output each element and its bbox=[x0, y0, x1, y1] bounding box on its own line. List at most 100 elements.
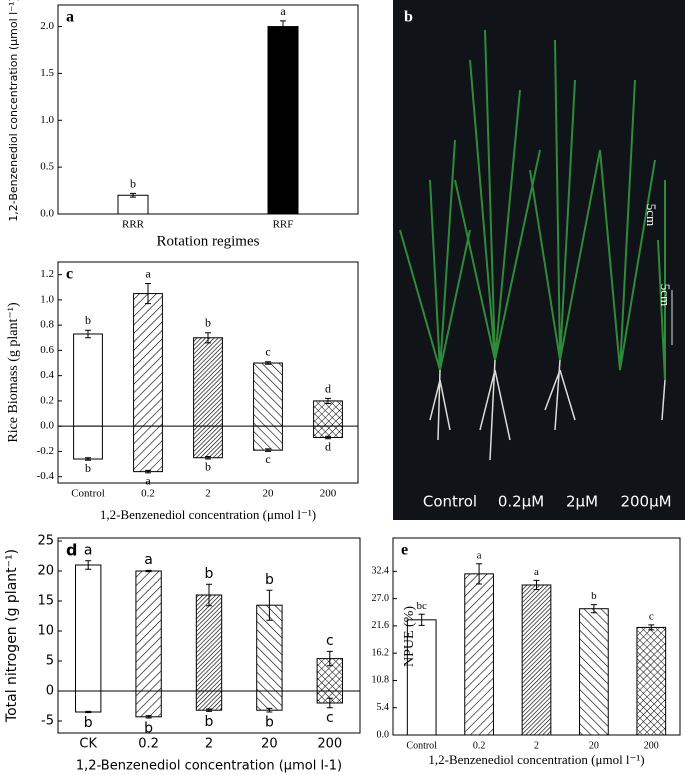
significance-label: a bbox=[477, 549, 482, 561]
error-bar bbox=[325, 435, 331, 440]
significance-label: c bbox=[326, 633, 334, 649]
x-tick-label: 20 bbox=[589, 740, 599, 751]
bar bbox=[579, 608, 609, 736]
panel-label: c bbox=[66, 266, 73, 283]
x-axis-label: 1,2-Benzenediol concentration (μmol l-1) bbox=[76, 759, 342, 774]
bar bbox=[193, 425, 223, 459]
bar bbox=[195, 594, 223, 692]
error-bar bbox=[648, 624, 655, 631]
error-bar bbox=[85, 457, 91, 461]
x-tick-label: CK bbox=[79, 737, 97, 752]
photo-label: Control bbox=[423, 493, 477, 511]
error-bar bbox=[206, 708, 212, 712]
error-bar bbox=[265, 361, 271, 365]
bar bbox=[253, 425, 283, 451]
bar bbox=[75, 690, 102, 713]
significance-label: d bbox=[325, 381, 331, 395]
significance-label: b bbox=[85, 313, 91, 327]
bar bbox=[133, 293, 163, 427]
y-tick-label: -0.2 bbox=[37, 445, 54, 457]
x-tick-label: 20 bbox=[261, 737, 278, 752]
error-bar bbox=[85, 710, 92, 714]
y-tick-label: 15 bbox=[37, 594, 54, 609]
bar bbox=[256, 690, 283, 711]
y-tick-label: 32.4 bbox=[372, 566, 390, 577]
x-tick-label: 0.2 bbox=[473, 740, 486, 751]
error-bar bbox=[265, 448, 271, 452]
significance-label: b bbox=[205, 316, 211, 330]
significance-label: a bbox=[84, 542, 93, 558]
bar bbox=[195, 690, 223, 711]
error-bar bbox=[280, 20, 286, 33]
bar bbox=[193, 337, 223, 427]
y-tick-label: -0.4 bbox=[37, 470, 55, 482]
bar bbox=[464, 573, 494, 736]
panel-label: a bbox=[66, 9, 74, 26]
y-tick-label: 5 bbox=[46, 654, 54, 669]
y-tick-label: 1.2 bbox=[40, 268, 54, 280]
error-bar bbox=[130, 192, 136, 198]
significance-label: b bbox=[84, 715, 93, 731]
significance-label: b bbox=[85, 461, 91, 475]
error-bar bbox=[145, 469, 151, 474]
y-tick-label: 0.4 bbox=[40, 369, 54, 381]
plot-frame bbox=[57, 4, 359, 215]
y-tick-label: 27.0 bbox=[372, 593, 390, 604]
bar bbox=[521, 584, 552, 736]
scale-label: 5cm bbox=[658, 284, 673, 306]
bar bbox=[313, 400, 343, 427]
plot-frame bbox=[57, 537, 361, 734]
y-tick-label: 16.2 bbox=[372, 647, 390, 658]
significance-label: b bbox=[144, 720, 153, 736]
significance-label: a bbox=[144, 552, 153, 568]
bar bbox=[133, 425, 163, 473]
significance-label: b bbox=[205, 714, 214, 730]
x-tick-label: Control bbox=[71, 488, 105, 500]
y-tick-label: 2.0 bbox=[40, 20, 54, 32]
y-tick-label: 10.8 bbox=[372, 675, 390, 686]
error-bar bbox=[266, 589, 273, 621]
error-bar bbox=[326, 697, 333, 709]
photo-label: 0.2μM bbox=[498, 493, 544, 511]
significance-label: d bbox=[325, 439, 331, 453]
error-bar bbox=[325, 397, 331, 404]
y-tick-label: 0.6 bbox=[40, 344, 54, 356]
y-tick-label: 10 bbox=[37, 624, 54, 639]
y-tick-label: 0.0 bbox=[40, 420, 54, 432]
panel-label: d bbox=[66, 541, 77, 560]
y-tick-label: 25 bbox=[37, 534, 54, 549]
y-axis-label: Total nitrogen (g plant⁻¹) bbox=[4, 549, 20, 723]
significance-label: b bbox=[265, 572, 274, 588]
plot-frame bbox=[57, 261, 359, 484]
significance-label: c bbox=[265, 345, 270, 359]
significance-label: b bbox=[130, 176, 136, 190]
error-bar bbox=[326, 650, 333, 667]
y-axis-label: 1,2-Benzenediol concentration (μmol l⁻¹) bbox=[7, 0, 20, 222]
photo-background bbox=[393, 0, 685, 520]
scale-label: 5cm bbox=[644, 204, 659, 226]
x-tick-label: RRF bbox=[273, 219, 294, 231]
y-tick-label: 1.5 bbox=[40, 67, 54, 79]
y-axis-label: NPUE (%) bbox=[402, 606, 417, 667]
error-bar bbox=[145, 569, 152, 573]
x-tick-label: 200 bbox=[317, 737, 342, 752]
x-tick-label: 2 bbox=[205, 737, 213, 752]
x-tick-label: 2 bbox=[205, 488, 211, 500]
significance-label: c bbox=[265, 452, 270, 466]
error-bar bbox=[85, 560, 92, 570]
significance-label: c bbox=[649, 610, 654, 622]
bar bbox=[117, 194, 149, 215]
photo-label: 2μM bbox=[566, 493, 598, 511]
bar bbox=[636, 626, 667, 736]
error-bar bbox=[533, 579, 540, 591]
error-bar bbox=[266, 707, 273, 713]
bar bbox=[73, 333, 103, 427]
x-tick-label: 200 bbox=[644, 740, 659, 751]
bar bbox=[267, 26, 299, 215]
y-tick-label: 0.8 bbox=[40, 319, 54, 331]
y-tick-label: 20 bbox=[37, 564, 54, 579]
y-tick-label: 0 bbox=[46, 684, 54, 699]
y-tick-label: -5 bbox=[41, 714, 54, 729]
error-bar bbox=[145, 715, 152, 719]
